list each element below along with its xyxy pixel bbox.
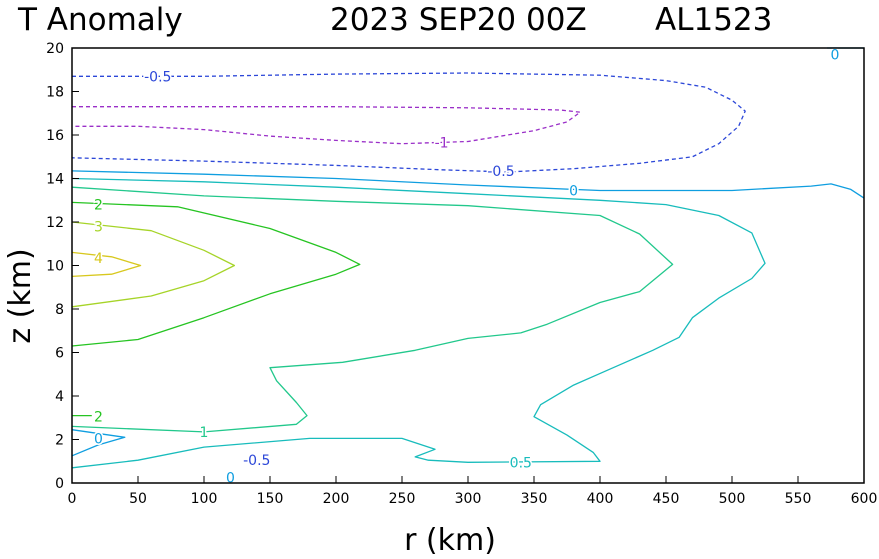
contour-line-4 <box>71 251 142 278</box>
y-tick-label: 18 <box>46 85 64 101</box>
contour-label-layer: -0.5 -1 -0.5 0 0 2 3 4 2 0 1 -0.5 0 0.5 <box>92 46 840 488</box>
contour-label: 3 <box>94 219 103 235</box>
y-tick-label: 16 <box>46 128 64 144</box>
x-tick-label: 300 <box>455 491 482 507</box>
contour-label: 0 <box>226 471 235 487</box>
contour-label: 2 <box>94 410 103 426</box>
x-tick-label: 500 <box>719 491 746 507</box>
title-storm: AL1523 <box>655 2 772 38</box>
x-tick-label: 0 <box>68 491 77 507</box>
x-tick-label: 450 <box>653 491 680 507</box>
contour-line-0 <box>71 170 865 199</box>
x-tick-label: 100 <box>191 491 218 507</box>
contour-line-0p5 <box>71 177 766 469</box>
x-tick-label: 50 <box>129 491 147 507</box>
y-tick-label: 0 <box>55 476 64 492</box>
contour-label: 0.5 <box>510 455 532 471</box>
plot-frame <box>71 47 865 484</box>
x-tick-label: 550 <box>785 491 812 507</box>
x-tick-label: 250 <box>389 491 416 507</box>
contour-label: 1 <box>200 425 209 441</box>
contour-label: 0 <box>94 431 103 447</box>
title-datetime: 2023 SEP20 00Z <box>330 2 587 38</box>
x-axis-label: r (km) <box>404 523 496 558</box>
y-tick-label: 10 <box>46 259 64 275</box>
x-tick-label: 200 <box>323 491 350 507</box>
y-tick-label: 14 <box>46 172 64 188</box>
contour-line-neg1 <box>72 106 581 145</box>
y-axis-label: z (km) <box>3 248 38 343</box>
x-tick-label: 350 <box>521 491 548 507</box>
contour-line-0 <box>71 429 126 457</box>
contour-label: -1 <box>435 136 449 152</box>
contour-label: -0.5 <box>243 453 270 469</box>
contour-line-neg0p5 <box>71 72 746 173</box>
contour-label: -0.5 <box>487 164 514 180</box>
contour-label: -0.5 <box>144 69 171 85</box>
contour-label: 4 <box>94 251 103 267</box>
x-tick-label: 400 <box>587 491 614 507</box>
y-tick-label: 6 <box>55 346 64 362</box>
y-tick-label: 4 <box>55 389 64 405</box>
title-variable: T Anomaly <box>17 2 183 38</box>
contour-line-1 <box>71 186 674 433</box>
y-tick-label: 2 <box>55 433 64 449</box>
x-axis-ticks: 0 50 100 150 200 250 300 350 400 450 500 550 600 <box>68 476 878 507</box>
contour-layer <box>71 47 865 469</box>
contour-label: 0 <box>569 183 578 199</box>
y-tick-label: 20 <box>46 41 64 57</box>
y-axis-ticks: 0 2 4 6 8 10 12 14 16 18 20 <box>46 41 79 492</box>
y-tick-label: 8 <box>55 302 64 318</box>
x-tick-label: 600 <box>851 491 878 507</box>
y-tick-label: 12 <box>46 215 64 231</box>
x-tick-label: 150 <box>257 491 284 507</box>
chart-title: T Anomaly 2023 SEP20 00Z AL1523 <box>17 2 772 38</box>
contour-line-3 <box>71 221 236 308</box>
contour-label: 2 <box>94 198 103 214</box>
contour-line-2 <box>71 201 361 347</box>
contour-label: 0 <box>830 48 839 64</box>
